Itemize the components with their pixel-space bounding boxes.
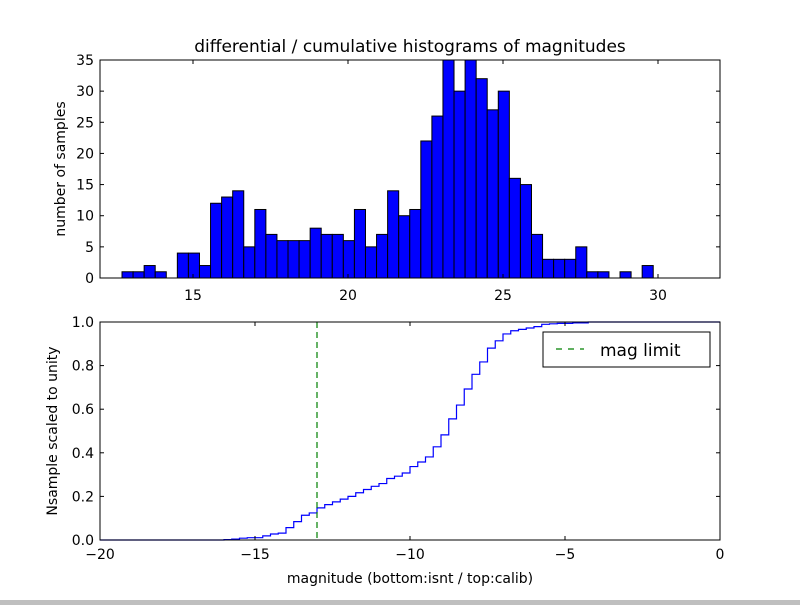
- y-tick-label: 0.2: [72, 489, 94, 505]
- histogram-bar: [553, 258, 566, 279]
- histogram-bar: [376, 233, 389, 279]
- y-tick-label: 10: [76, 209, 94, 225]
- histogram-bar: [243, 246, 256, 279]
- y-tick-label: 0.4: [72, 446, 94, 462]
- histogram-bar: [542, 258, 555, 279]
- x-tick-label: −5: [555, 547, 576, 563]
- histogram-bar: [497, 90, 510, 279]
- y-tick-label: 25: [76, 115, 94, 131]
- y-tick-label: 0.0: [72, 533, 94, 549]
- y-tick-label: 35: [76, 53, 94, 69]
- histogram-bar: [475, 78, 488, 279]
- histogram-bar: [597, 271, 610, 279]
- histogram-bar: [364, 246, 378, 279]
- histogram-bar: [564, 258, 577, 279]
- x-tick-label: 15: [184, 288, 202, 304]
- histogram-bar: [442, 59, 455, 279]
- top-axes-frame: [99, 59, 721, 279]
- histogram-bar: [232, 190, 245, 279]
- histogram-bar: [221, 196, 234, 279]
- histogram-bar: [298, 240, 311, 279]
- histogram-bar: [287, 240, 300, 279]
- histogram-bar: [508, 177, 521, 279]
- histogram-bar: [530, 233, 544, 279]
- histogram-bar: [121, 271, 134, 279]
- y-tick-label: 15: [76, 178, 94, 194]
- x-tick-label: 25: [494, 288, 512, 304]
- y-tick-label: 30: [76, 84, 94, 100]
- x-tick-label: 30: [649, 288, 667, 304]
- histogram-bar: [486, 109, 499, 279]
- x-tick-label: −15: [240, 547, 270, 563]
- histogram-bar: [586, 271, 599, 279]
- histogram-bar: [276, 240, 289, 279]
- histogram-bar: [464, 59, 477, 279]
- histogram-bar: [331, 233, 344, 279]
- x-tick-label: −20: [85, 547, 115, 563]
- histogram-bar: [254, 208, 267, 279]
- histogram-bar: [353, 208, 366, 279]
- y-tick-label: 0.6: [72, 402, 94, 418]
- histogram-bar: [132, 271, 145, 279]
- histogram-bar: [431, 115, 444, 279]
- histogram-bar: [519, 184, 532, 279]
- chart-title: differential / cumulative histograms of …: [194, 37, 626, 57]
- histogram-bar: [387, 190, 400, 279]
- x-tick-label: 0: [716, 547, 725, 563]
- histogram-bar: [453, 90, 466, 279]
- histogram-bar: [176, 252, 189, 279]
- y-tick-label: 0: [85, 271, 94, 287]
- histogram-bar: [309, 227, 322, 279]
- y-axis-label: Nsample scaled to unity: [45, 346, 61, 515]
- y-tick-label: 20: [76, 146, 94, 162]
- histogram-bar: [420, 140, 433, 279]
- histogram-bar: [143, 265, 156, 279]
- histogram-bar: [619, 271, 632, 279]
- histogram-bar: [154, 271, 167, 279]
- x-tick-label: 20: [339, 288, 357, 304]
- histogram-bar: [641, 265, 654, 279]
- histogram-bar: [320, 233, 333, 279]
- histogram-bar: [342, 240, 355, 279]
- y-axis-label: number of samples: [53, 101, 69, 236]
- legend-label: mag limit: [600, 341, 681, 361]
- x-tick-label: −10: [395, 547, 425, 563]
- histogram-bar: [265, 233, 278, 279]
- x-axis-label: magnitude (bottom:isnt / top:calib): [287, 571, 533, 587]
- y-tick-label: 0.8: [72, 359, 94, 375]
- histogram-bar: [198, 265, 212, 279]
- cumulative-line: [100, 321, 720, 541]
- histogram-bar: [575, 246, 588, 279]
- histogram-bar: [187, 252, 200, 279]
- histogram-bar: [409, 208, 422, 279]
- histogram-bar: [210, 202, 223, 279]
- y-tick-label: 1.0: [72, 315, 94, 331]
- y-tick-label: 5: [85, 240, 94, 256]
- histogram-bar: [398, 215, 411, 279]
